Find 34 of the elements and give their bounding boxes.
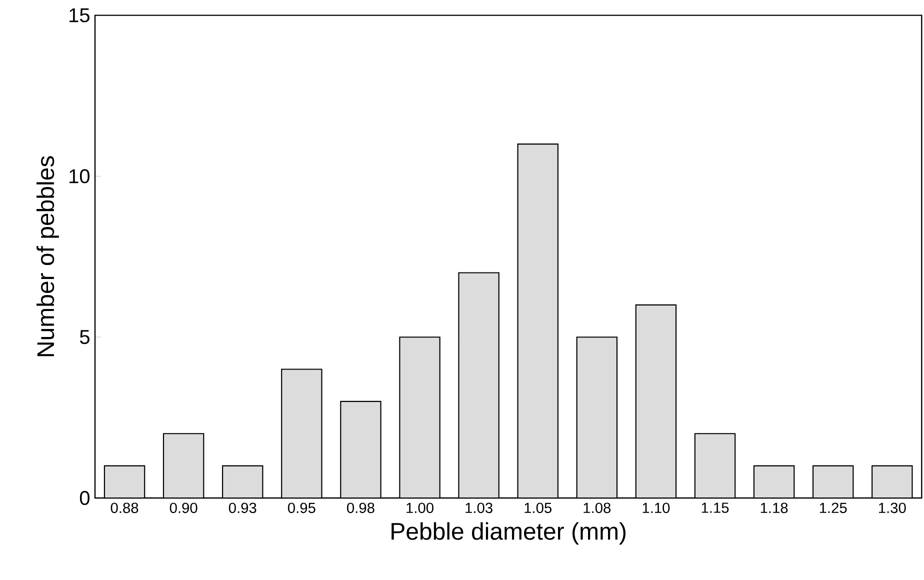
x-tick-label: 0.90 xyxy=(170,502,198,514)
x-tick-label: 1.00 xyxy=(406,502,434,514)
y-tick-label: 15 xyxy=(70,8,90,22)
y-tick-label: 0 xyxy=(80,490,90,506)
x-tick-label: 1.18 xyxy=(760,502,788,514)
bar xyxy=(754,466,794,498)
y-tick-label: 5 xyxy=(80,330,90,344)
bar xyxy=(282,369,322,498)
y-tick-label: 10 xyxy=(70,169,90,184)
x-tick-label: 1.25 xyxy=(820,502,847,514)
x-tick-label: 1.03 xyxy=(466,502,492,514)
bar xyxy=(340,401,381,498)
bar xyxy=(222,466,263,498)
bar xyxy=(694,434,736,498)
x-tick-label: 0.93 xyxy=(228,502,256,514)
bar xyxy=(636,304,676,498)
bar xyxy=(104,466,145,498)
bar xyxy=(400,337,440,498)
y-axis-title: Number of pebbles xyxy=(36,156,59,356)
x-tick-label: 0.95 xyxy=(288,502,316,514)
x-tick-label: 0.98 xyxy=(347,502,374,514)
x-tick-label: 0.88 xyxy=(110,502,138,514)
bar xyxy=(458,272,499,498)
bar xyxy=(164,434,204,498)
x-tick-label: 1.10 xyxy=(642,502,670,514)
x-tick-label: 1.30 xyxy=(878,502,906,514)
bar xyxy=(576,337,617,498)
bar xyxy=(518,144,558,498)
x-axis-title: Pebble diameter (mm) xyxy=(392,522,626,545)
x-tick-label: 1.05 xyxy=(524,502,552,514)
bar xyxy=(872,465,913,498)
x-tick-label: 1.08 xyxy=(584,502,611,514)
bar xyxy=(813,466,854,498)
x-tick-label: 1.15 xyxy=(702,502,729,513)
